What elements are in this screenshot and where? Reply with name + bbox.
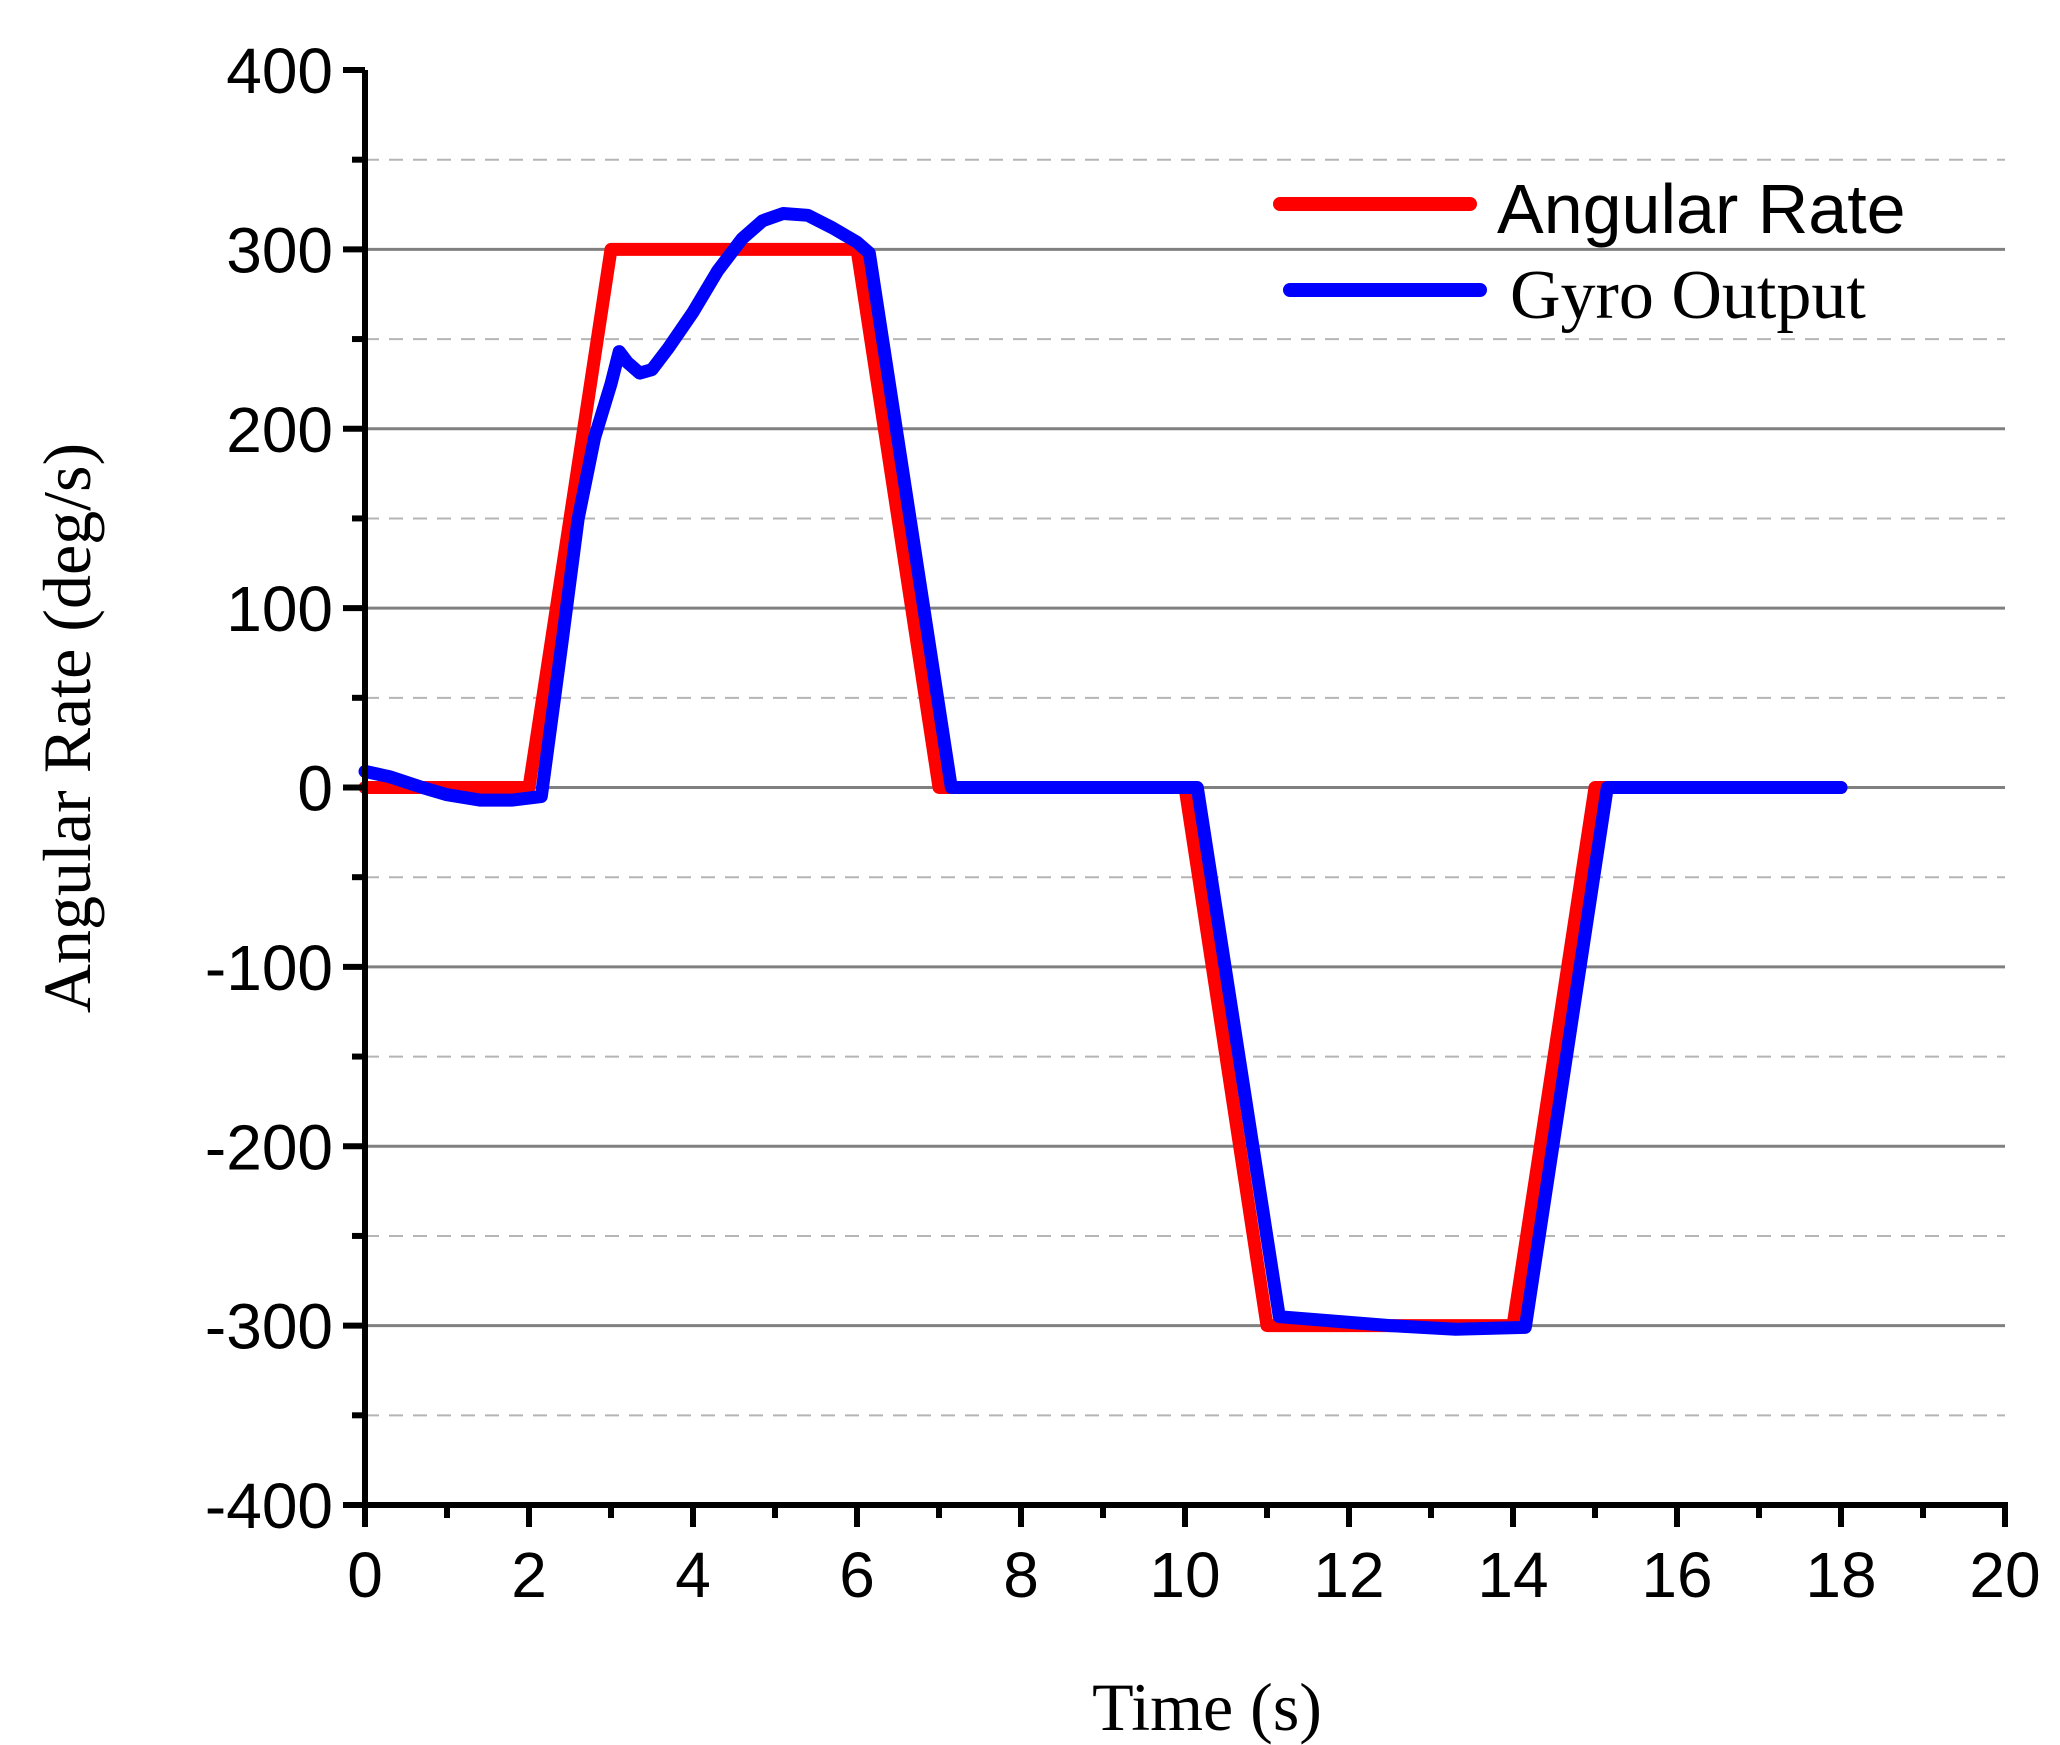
- y-tick-label: -200: [205, 1111, 333, 1183]
- x-tick-label: 16: [1641, 1539, 1712, 1611]
- y-tick-label: -400: [205, 1470, 333, 1542]
- x-axis-label: Time (s): [1092, 1669, 1322, 1745]
- y-tick-label: 400: [226, 35, 333, 107]
- legend-label-gyro-output: Gyro Output: [1510, 257, 1866, 334]
- y-tick-label: 300: [226, 214, 333, 286]
- series-line-gyro-output: [358, 207, 1848, 1336]
- x-tick-label: 2: [511, 1539, 547, 1611]
- y-tick-label: -100: [205, 932, 333, 1004]
- legend: Angular Rate Gyro Output: [1273, 170, 1906, 334]
- y-axis-label: Angular Rate (deg/s): [29, 443, 105, 1013]
- x-tick-label: 12: [1313, 1539, 1384, 1611]
- x-tick-label: 14: [1477, 1539, 1548, 1611]
- x-tick-label: 18: [1805, 1539, 1876, 1611]
- x-tick-label: 4: [675, 1539, 711, 1611]
- x-tick-label: 10: [1149, 1539, 1220, 1611]
- series-lines: [358, 207, 1848, 1336]
- axes: [343, 67, 2008, 1527]
- x-tick-label: 0: [347, 1539, 383, 1611]
- legend-label-angular-rate: Angular Rate: [1497, 170, 1906, 248]
- x-tick-label: 6: [839, 1539, 875, 1611]
- y-tick-label: -300: [205, 1291, 333, 1363]
- x-tick-label: 8: [1003, 1539, 1039, 1611]
- x-tick-label: 20: [1969, 1539, 2040, 1611]
- y-tick-label: 0: [297, 753, 333, 825]
- y-tick-label: 100: [226, 573, 333, 645]
- grid: [365, 158, 2005, 1417]
- y-tick-label: 200: [226, 394, 333, 466]
